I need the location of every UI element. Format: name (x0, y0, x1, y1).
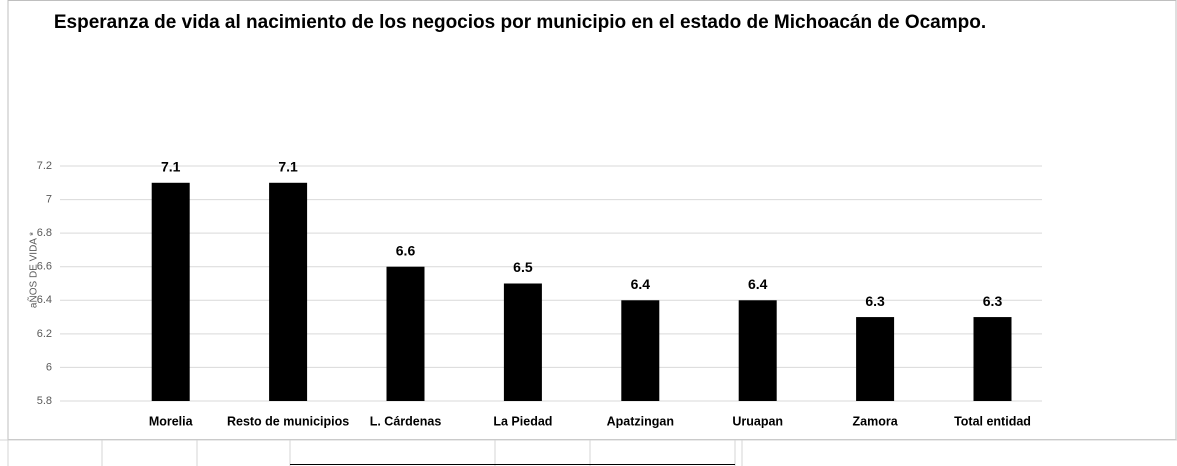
data-label: 6.4 (631, 276, 651, 292)
data-label: 7.1 (161, 158, 181, 174)
y-axis-label: aÑOS DE VIDA * (27, 232, 40, 308)
y-tick-label: 5.8 (37, 395, 52, 407)
data-label: 6.6 (396, 242, 416, 258)
chart-title: Esperanza de vida al nacimiento de los n… (53, 12, 987, 33)
y-tick-label: 7 (46, 193, 52, 205)
data-label: 6.5 (513, 259, 533, 275)
x-tick-label: La Piedad (493, 414, 552, 428)
y-tick-label: 6.8 (37, 227, 52, 239)
x-tick-label: Morelia (149, 414, 194, 428)
bar (269, 182, 308, 401)
x-tick-label: L. Cárdenas (370, 414, 442, 428)
bar (856, 317, 895, 401)
y-tick-label: 7.2 (37, 160, 52, 172)
y-tick-label: 6.2 (37, 328, 52, 340)
y-tick-label: 6 (46, 361, 52, 373)
bar (973, 317, 1012, 401)
data-label: 6.4 (748, 276, 768, 292)
x-tick-label: Zamora (853, 414, 899, 428)
sheet-grid (0, 439, 1177, 466)
bar (151, 182, 190, 401)
x-tick-label: Total entidad (954, 414, 1031, 428)
bar (621, 300, 660, 401)
x-tick-label: Resto de municipios (227, 414, 349, 428)
data-label: 7.1 (278, 158, 298, 174)
data-label: 6.3 (983, 293, 1003, 309)
bar (386, 266, 425, 401)
bar (503, 283, 542, 401)
x-tick-label: Apatzingan (607, 414, 674, 428)
x-tick-label: Uruapan (732, 414, 783, 428)
data-label: 6.3 (865, 293, 885, 309)
y-tick-label: 6.4 (37, 294, 52, 306)
bar (738, 300, 777, 401)
y-tick-label: 6.6 (37, 261, 52, 273)
